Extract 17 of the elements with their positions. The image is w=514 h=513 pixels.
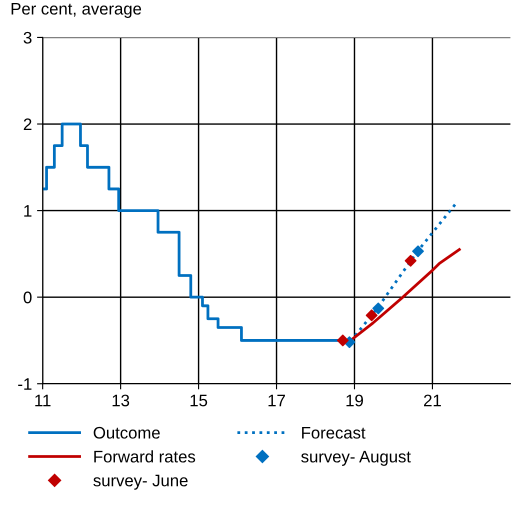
x-tick-label: 13 <box>112 394 130 406</box>
legend-label: Forecast <box>302 427 366 439</box>
legend-label: survey- June <box>93 474 188 490</box>
x-tick-label: 11 <box>35 394 51 406</box>
y-tick-label: -1 <box>18 378 32 390</box>
y-tick-label: 2 <box>24 118 32 130</box>
y-tick-label: 0 <box>24 292 32 304</box>
y-tick-label: 1 <box>24 205 32 217</box>
x-tick-label: 17 <box>268 394 285 406</box>
y-axis-title: Per cent, average <box>12 3 142 18</box>
x-tick-label: 15 <box>190 394 208 406</box>
legend-label: Outcome <box>94 426 160 439</box>
x-tick-label: 21 <box>424 394 441 406</box>
legend-label: survey- August <box>301 450 411 466</box>
y-tick-label: 3 <box>24 32 32 44</box>
x-tick-label: 19 <box>346 394 363 406</box>
legend-label: Forward rates <box>94 450 196 463</box>
